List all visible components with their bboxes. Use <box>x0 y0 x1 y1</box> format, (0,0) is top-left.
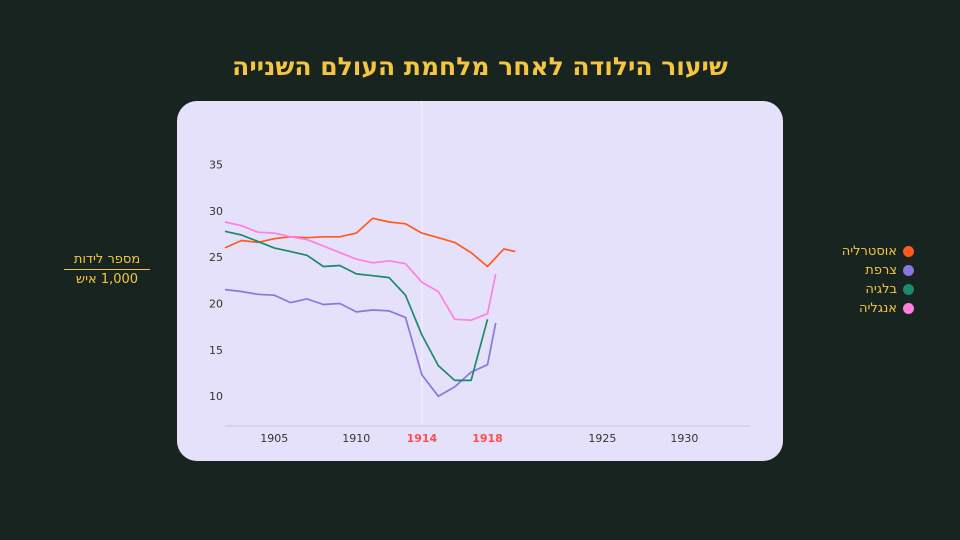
legend-dot-icon <box>903 246 914 257</box>
series-line-2 <box>224 230 489 382</box>
x-tick-label: 1918 <box>472 432 503 445</box>
y-axis-label-bottom: 1,000 איש <box>75 272 139 287</box>
y-tick-label: 20 <box>209 298 223 311</box>
y-axis-label: מספר לידות 1,000 איש <box>64 252 150 287</box>
x-tick-label: 1905 <box>260 432 288 445</box>
legend-item: צרפת <box>812 261 914 280</box>
x-tick-label: 1914 <box>407 432 438 445</box>
legend-item: אנגליה <box>812 299 914 318</box>
y-axis-label-top: מספר לידות <box>64 252 150 270</box>
legend-dot-icon <box>903 265 914 276</box>
x-tick-label: 1925 <box>588 432 616 445</box>
y-tick-label: 10 <box>209 390 223 403</box>
series-line-3 <box>224 221 497 322</box>
y-tick-label: 30 <box>209 205 223 218</box>
series-line-1 <box>224 288 497 398</box>
y-tick-label: 35 <box>209 159 223 172</box>
legend-label: אוסטרליה <box>841 244 897 259</box>
legend-item: אוסטרליה <box>812 242 914 261</box>
plot-area: 10 15 20 25 30 35 1905 1910 1914 1918 1925 1930 <box>209 101 750 445</box>
legend-label: בלגיה <box>865 282 897 297</box>
legend-label: אנגליה <box>858 301 897 316</box>
legend-dot-icon <box>903 303 914 314</box>
chart-title: שיעור הילודה לאחר מלחמת העולם השנייה <box>232 52 728 81</box>
plot-panel <box>177 101 783 461</box>
legend-label: צרפת <box>865 263 897 278</box>
legend-dot-icon <box>903 284 914 295</box>
series-layer <box>224 217 516 398</box>
tick-layer: 10 15 20 25 30 35 1905 1910 1914 1918 1925 1930 <box>209 159 698 445</box>
legend: אוסטרליה צרפת בלגיה אנגליה <box>812 242 914 318</box>
x-tick-label: 1910 <box>342 432 370 445</box>
series-line-0 <box>224 217 516 268</box>
x-tick-label: 1930 <box>670 432 698 445</box>
legend-item: בלגיה <box>812 280 914 299</box>
y-tick-label: 25 <box>209 251 223 264</box>
y-tick-label: 15 <box>209 344 223 357</box>
